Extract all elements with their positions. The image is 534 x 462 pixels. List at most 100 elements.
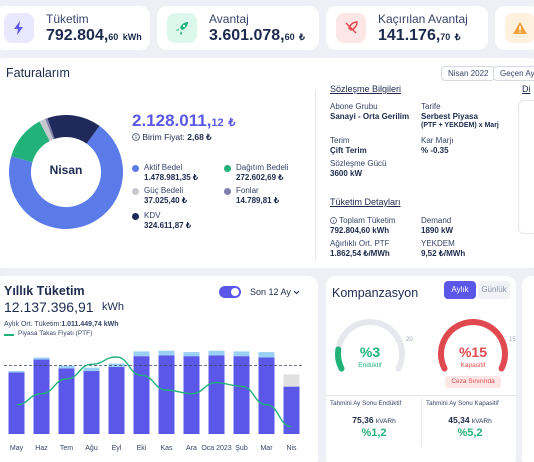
bar-consumption[interactable] — [233, 356, 250, 434]
toggle-knob — [231, 288, 239, 296]
kpi-label: Tüketim — [46, 11, 89, 26]
kpi-label: Kaçırılan Avantaj — [378, 11, 468, 26]
inductive-foot-number: 75,36 — [352, 415, 374, 425]
margin-label: Kar Marjı — [421, 136, 454, 145]
ptf-line — [16, 356, 292, 428]
bar-extra[interactable] — [83, 367, 100, 372]
kpi-card-warning — [495, 6, 534, 50]
x-tick-label: Kas — [160, 445, 173, 452]
kpi-unit: kWh — [122, 31, 142, 42]
legend-label: Dağıtım Bedeli — [236, 163, 289, 172]
bar-consumption[interactable] — [8, 372, 25, 434]
bar-extra[interactable] — [183, 352, 200, 357]
bar-extra[interactable] — [133, 351, 150, 357]
rocket-icon — [176, 22, 188, 35]
annual-total-unit: kWh — [102, 301, 124, 313]
annual-consumption-card: Yıllık Tüketim 12.137.396,91 kWh Son 12 … — [0, 276, 318, 462]
bar-consumption[interactable] — [258, 357, 275, 434]
tariff-label: Tarife — [421, 102, 441, 111]
bar-consumption[interactable] — [83, 371, 100, 434]
group-label: Abone Grubu — [330, 102, 378, 111]
capacitive-value: %15 — [458, 344, 488, 360]
legend-value: 272.602,69 ₺ — [236, 173, 284, 182]
x-tick-label: Eyl — [112, 445, 122, 452]
bar-extra[interactable] — [58, 365, 75, 369]
kpi-unit: ₺ — [454, 31, 461, 42]
bar-consumption[interactable] — [33, 359, 50, 434]
legend-value: 1.478.981,35 ₺ — [144, 173, 199, 182]
kpi-value: 3.601.078, — [209, 26, 285, 44]
ptf-value: 1.862,54 ₺/MWh — [330, 249, 390, 258]
x-tick-label: Ara — [186, 445, 197, 452]
capacitive-foot-number: 45,34 — [448, 415, 470, 425]
ptf-label: Ağırlıklı Ort. PTF — [330, 239, 390, 248]
bar-extra[interactable] — [283, 374, 300, 387]
bar-consumption[interactable] — [283, 386, 300, 434]
side-card — [522, 276, 534, 462]
kpi-icon-wrap — [167, 13, 197, 43]
bar-extra[interactable] — [208, 350, 225, 356]
inductive-value: %3 — [359, 344, 381, 360]
capacitive-foot-pct: %5,2 — [457, 427, 483, 439]
invoice-total-value: 2.128.011, — [132, 111, 212, 130]
invoice-donut-chart — [9, 115, 123, 229]
tab-monthly[interactable]: Aylık — [444, 281, 476, 299]
total-consumption-text: Toplam Tüketim — [339, 216, 396, 225]
capacitive-label: Kapasitif — [460, 362, 486, 369]
gauge-fill — [438, 319, 508, 372]
tab-daily[interactable]: Günlük — [478, 281, 510, 299]
inductive-foot-unit: kVARh — [375, 418, 396, 425]
group-value: Sanayi - Orta Gerilim — [330, 112, 410, 121]
x-tick-label: Ağu — [85, 445, 98, 452]
invoices-card: Faturalarım Nisan 2022 Geçen Ay Nisan 2.… — [0, 58, 534, 268]
legend-value: 37.025,40 ₺ — [144, 196, 187, 205]
kpi-card-consumption: Tüketim 792.804,60 kWh — [0, 6, 150, 50]
legend-label: Fonlar — [236, 186, 259, 195]
yekdem-value: 9,52 ₺/MWh — [421, 249, 466, 258]
bar-extra[interactable] — [233, 351, 250, 357]
annual-title: Yıllık Tüketim — [4, 284, 85, 298]
margin-value: % -0.35 — [421, 146, 449, 155]
x-tick-label: Mar — [260, 445, 273, 452]
donut-slice-3 — [45, 118, 55, 140]
bar-consumption[interactable] — [108, 366, 125, 434]
bar-extra[interactable] — [8, 371, 25, 373]
invoice-total: 2.128.011,12 ₺ — [132, 111, 235, 131]
bar-consumption[interactable] — [208, 355, 225, 434]
legend-label: Aktif Bedel — [144, 163, 183, 172]
bar-consumption[interactable] — [158, 355, 175, 434]
period-select[interactable]: Nisan 2022 — [441, 66, 496, 81]
donut-slice-0 — [9, 125, 123, 229]
kpi-label: Avantaj — [209, 11, 249, 26]
kpi-unit: ₺ — [299, 31, 305, 42]
inductive-foot-pct: %1,2 — [361, 427, 387, 439]
kpi-decimals: 60 — [284, 31, 295, 42]
kpi-icon-wrap — [4, 13, 34, 43]
range-select[interactable]: Son 12 Ay — [250, 287, 300, 297]
donut-center-label: Nisan — [49, 163, 83, 177]
bar-extra[interactable] — [33, 357, 50, 360]
annual-total: 12.137.396,91 — [4, 299, 94, 315]
kpi-card-advantage: Avantaj 3.601.078,60 ₺ — [157, 6, 319, 50]
bar-consumption[interactable] — [58, 368, 75, 434]
warning-icon — [513, 22, 527, 34]
bar-extra[interactable] — [258, 352, 275, 358]
range-toggle[interactable] — [219, 286, 241, 298]
donut-slice-2 — [39, 118, 54, 142]
legend-label: KDV — [144, 211, 161, 220]
legend-dot-funds — [224, 188, 231, 195]
bar-consumption[interactable] — [133, 356, 150, 434]
yekdem-label: YEKDEM — [421, 239, 455, 248]
info-icon — [132, 133, 140, 141]
compensation-card: Kompanzasyon Aylık Günlük %3 Endüktif 20… — [326, 276, 516, 462]
period-prev-button[interactable]: Geçen Ay — [493, 66, 534, 81]
capacitive-limit: 15 — [509, 337, 516, 343]
bar-consumption[interactable] — [183, 356, 200, 434]
avg-label: Aylık Ort. Tüketim: — [4, 321, 62, 328]
legend-dot-vat — [132, 213, 139, 220]
divider — [421, 398, 422, 446]
annual-total-value: 12.137.396,91 — [4, 299, 94, 315]
x-tick-label: May — [10, 445, 24, 452]
kpi-card-missed-advantage: Kaçırılan Avantaj 141.176,70 ₺ — [326, 6, 488, 50]
bar-extra[interactable] — [158, 350, 175, 356]
